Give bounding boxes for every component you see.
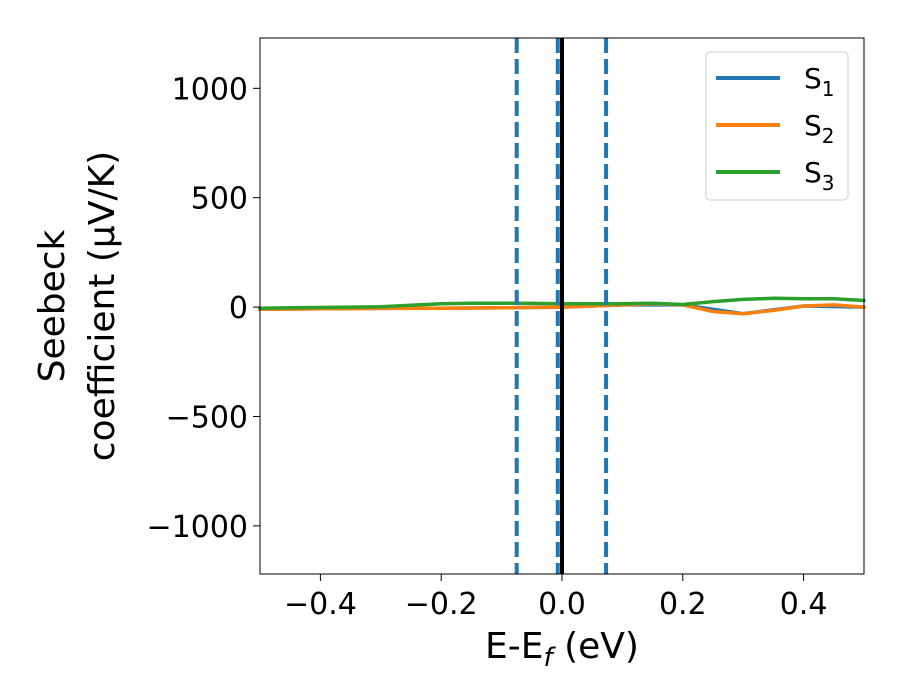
plot-frame bbox=[259, 37, 865, 575]
x-tick-label: −0.2 bbox=[405, 587, 478, 622]
y-axis-ticks: −1000 −500 0 500 1000 bbox=[147, 72, 260, 545]
x-tick-label: −0.4 bbox=[284, 587, 357, 622]
x-tick-label: 0.0 bbox=[538, 587, 586, 622]
vertical-markers bbox=[514, 38, 609, 574]
legend-label-base: S bbox=[804, 109, 822, 142]
legend-label-3: S3 bbox=[804, 156, 835, 195]
x-axis-label: E-Ef (eV) bbox=[485, 626, 639, 673]
y-tick-label: −500 bbox=[166, 400, 248, 435]
legend-label-2: S2 bbox=[804, 109, 835, 148]
y-tick-label: 500 bbox=[191, 182, 248, 217]
legend-label-sub: 2 bbox=[822, 124, 835, 148]
legend-label-base: S bbox=[804, 62, 822, 95]
y-axis-label-line1: Seebeck bbox=[32, 229, 73, 382]
legend-label-base: S bbox=[804, 156, 822, 189]
y-axis-label-line2: coefficient (μV/K) bbox=[82, 151, 123, 461]
y-tick-label: −1000 bbox=[147, 510, 248, 545]
legend-label-sub: 1 bbox=[822, 77, 835, 101]
x-axis-label-base: E-E bbox=[485, 626, 543, 667]
legend-label-1: S1 bbox=[804, 62, 835, 101]
y-tick-label: 1000 bbox=[172, 72, 248, 107]
x-tick-label: 0.4 bbox=[780, 587, 828, 622]
x-axis-label-unit: (eV) bbox=[553, 626, 639, 667]
legend-label-sub: 3 bbox=[822, 171, 835, 195]
y-tick-label: 0 bbox=[229, 291, 248, 326]
x-tick-label: 0.2 bbox=[659, 587, 707, 622]
x-axis-ticks: −0.4 −0.2 0.0 0.2 0.4 bbox=[284, 574, 827, 622]
